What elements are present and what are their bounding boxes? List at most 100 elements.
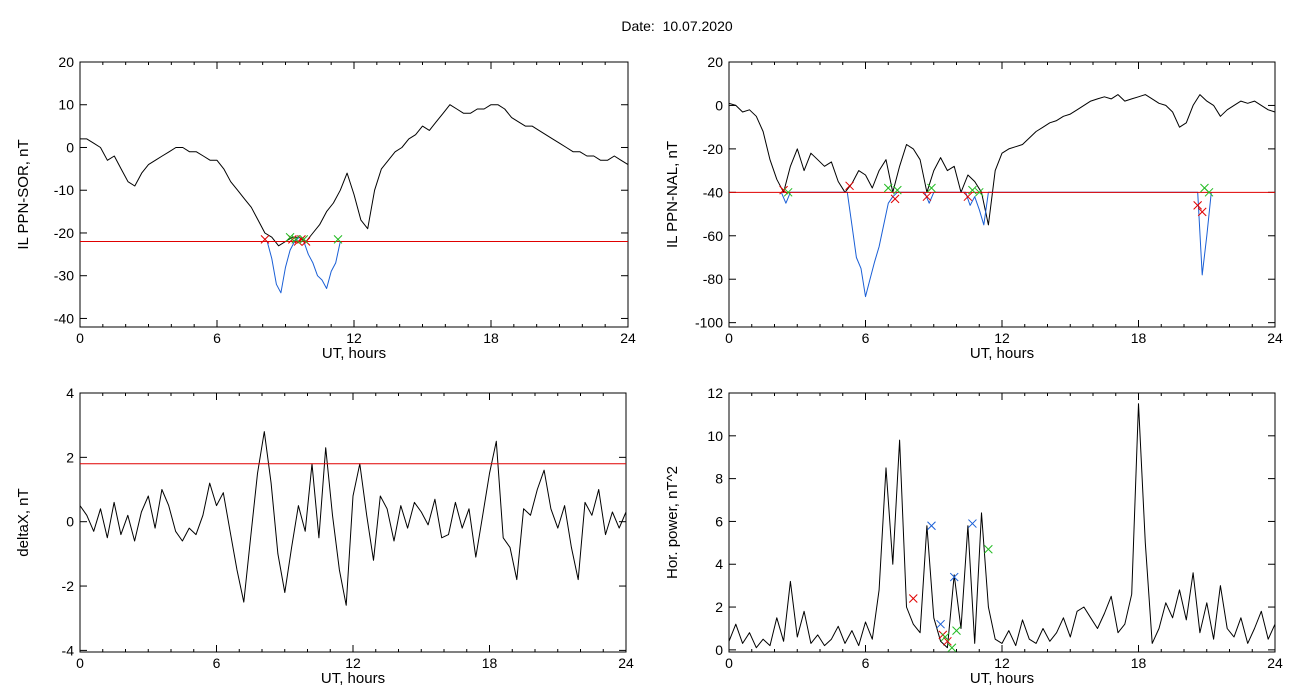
x-tick-label: 6: [213, 330, 221, 346]
x-marker-stroke: [927, 521, 936, 531]
x-tick-label: 6: [213, 655, 221, 671]
x-marker: [260, 235, 270, 244]
x-marker: [333, 235, 343, 244]
x-marker-stroke: [333, 235, 343, 244]
x-tick-label: 24: [1267, 655, 1283, 671]
x-marker-stroke: [1200, 183, 1209, 193]
y-tick-label: 20: [58, 54, 74, 70]
x-marker: [943, 636, 952, 646]
x-marker: [974, 187, 984, 197]
x-marker-stroke: [936, 619, 945, 629]
x-marker: [845, 181, 854, 191]
x-marker-stroke: [1193, 201, 1203, 210]
y-tick-label: -20: [54, 225, 74, 241]
y-tick-label: -10: [54, 182, 74, 198]
x-marker-stroke: [968, 519, 977, 528]
x-marker-stroke: [927, 183, 936, 193]
x-marker-stroke: [968, 185, 977, 195]
x-marker-stroke: [291, 235, 301, 244]
x-marker: [949, 572, 959, 582]
x-marker-stroke: [922, 192, 932, 202]
y-tick-label: 10: [707, 428, 723, 444]
x-tick-label: 6: [862, 655, 870, 671]
x-marker-stroke: [974, 187, 984, 197]
x-marker: [285, 232, 295, 242]
x-marker-stroke: [952, 626, 961, 635]
x-tick-label: 18: [482, 655, 498, 671]
y-tick-label: 0: [66, 514, 74, 530]
x-marker: [883, 183, 893, 193]
y-tick-label: 0: [66, 139, 74, 155]
x-marker-stroke: [1204, 187, 1214, 197]
x-marker-stroke: [260, 235, 270, 244]
x-marker: [783, 187, 793, 197]
x-marker-stroke: [299, 235, 309, 244]
x-marker-stroke: [963, 192, 973, 202]
x-marker: [1204, 187, 1214, 197]
x-marker-stroke: [883, 183, 893, 193]
x-marker-stroke: [908, 594, 918, 603]
data-series-line: [728, 403, 1276, 649]
y-tick-label: 20: [707, 54, 723, 70]
x-tick-label: 18: [1131, 655, 1147, 671]
x-tick-label: 0: [725, 330, 733, 346]
y-tick-label: 0: [715, 642, 723, 658]
x-marker-stroke: [943, 636, 952, 646]
x-marker: [927, 183, 936, 193]
x-axis-title: UT, hours: [970, 670, 1034, 687]
y-tick-label: 12: [707, 385, 723, 401]
x-marker: [968, 519, 977, 528]
y-tick-label: -40: [54, 310, 74, 326]
y-axis-title: deltaX, nT: [15, 488, 32, 556]
x-marker-stroke: [947, 643, 957, 653]
x-tick-label: 6: [862, 330, 870, 346]
y-tick-label: 4: [715, 556, 723, 572]
x-marker: [922, 192, 932, 202]
x-tick-label: 0: [725, 655, 733, 671]
y-tick-label: -80: [703, 271, 723, 287]
x-tick-label: 12: [994, 330, 1010, 346]
y-tick-label: -30: [54, 268, 74, 284]
x-tick-label: 24: [618, 655, 634, 671]
x-marker: [291, 235, 301, 244]
x-marker-stroke: [892, 185, 902, 195]
y-tick-label: -40: [703, 184, 723, 200]
x-marker: [940, 632, 950, 642]
x-tick-label: 24: [620, 330, 636, 346]
x-marker-stroke: [940, 632, 950, 642]
y-tick-label: 2: [715, 599, 723, 615]
x-marker: [299, 235, 309, 244]
x-marker-stroke: [845, 181, 854, 191]
y-axis-title: IL PPN-SOR, nT: [15, 139, 32, 249]
x-tick-label: 12: [346, 330, 362, 346]
figure-title: Date: 10.07.2020: [621, 18, 733, 34]
x-tick-label: 12: [994, 655, 1010, 671]
x-marker: [936, 619, 945, 629]
y-tick-label: 0: [715, 97, 723, 113]
x-marker: [968, 185, 977, 195]
x-tick-label: 12: [345, 655, 361, 671]
y-tick-label: 8: [715, 471, 723, 487]
x-marker: [983, 544, 993, 554]
x-marker-stroke: [983, 544, 993, 554]
x-tick-label: 0: [76, 330, 84, 346]
x-axis-title: UT, hours: [970, 345, 1034, 362]
y-axis-title: Hor. power, nT^2: [664, 466, 681, 579]
x-marker: [890, 194, 900, 204]
x-marker-stroke: [779, 185, 788, 195]
x-axis-title: UT, hours: [322, 345, 386, 362]
x-marker-stroke: [949, 572, 959, 582]
y-tick-label: -2: [62, 578, 75, 594]
x-tick-label: 18: [1131, 330, 1147, 346]
x-marker: [927, 521, 936, 531]
y-tick-label: -100: [695, 315, 723, 331]
x-marker: [1193, 201, 1203, 210]
data-series-line: [728, 94, 1276, 226]
x-marker: [892, 185, 902, 195]
x-tick-label: 18: [483, 330, 499, 346]
y-tick-label: -60: [703, 228, 723, 244]
